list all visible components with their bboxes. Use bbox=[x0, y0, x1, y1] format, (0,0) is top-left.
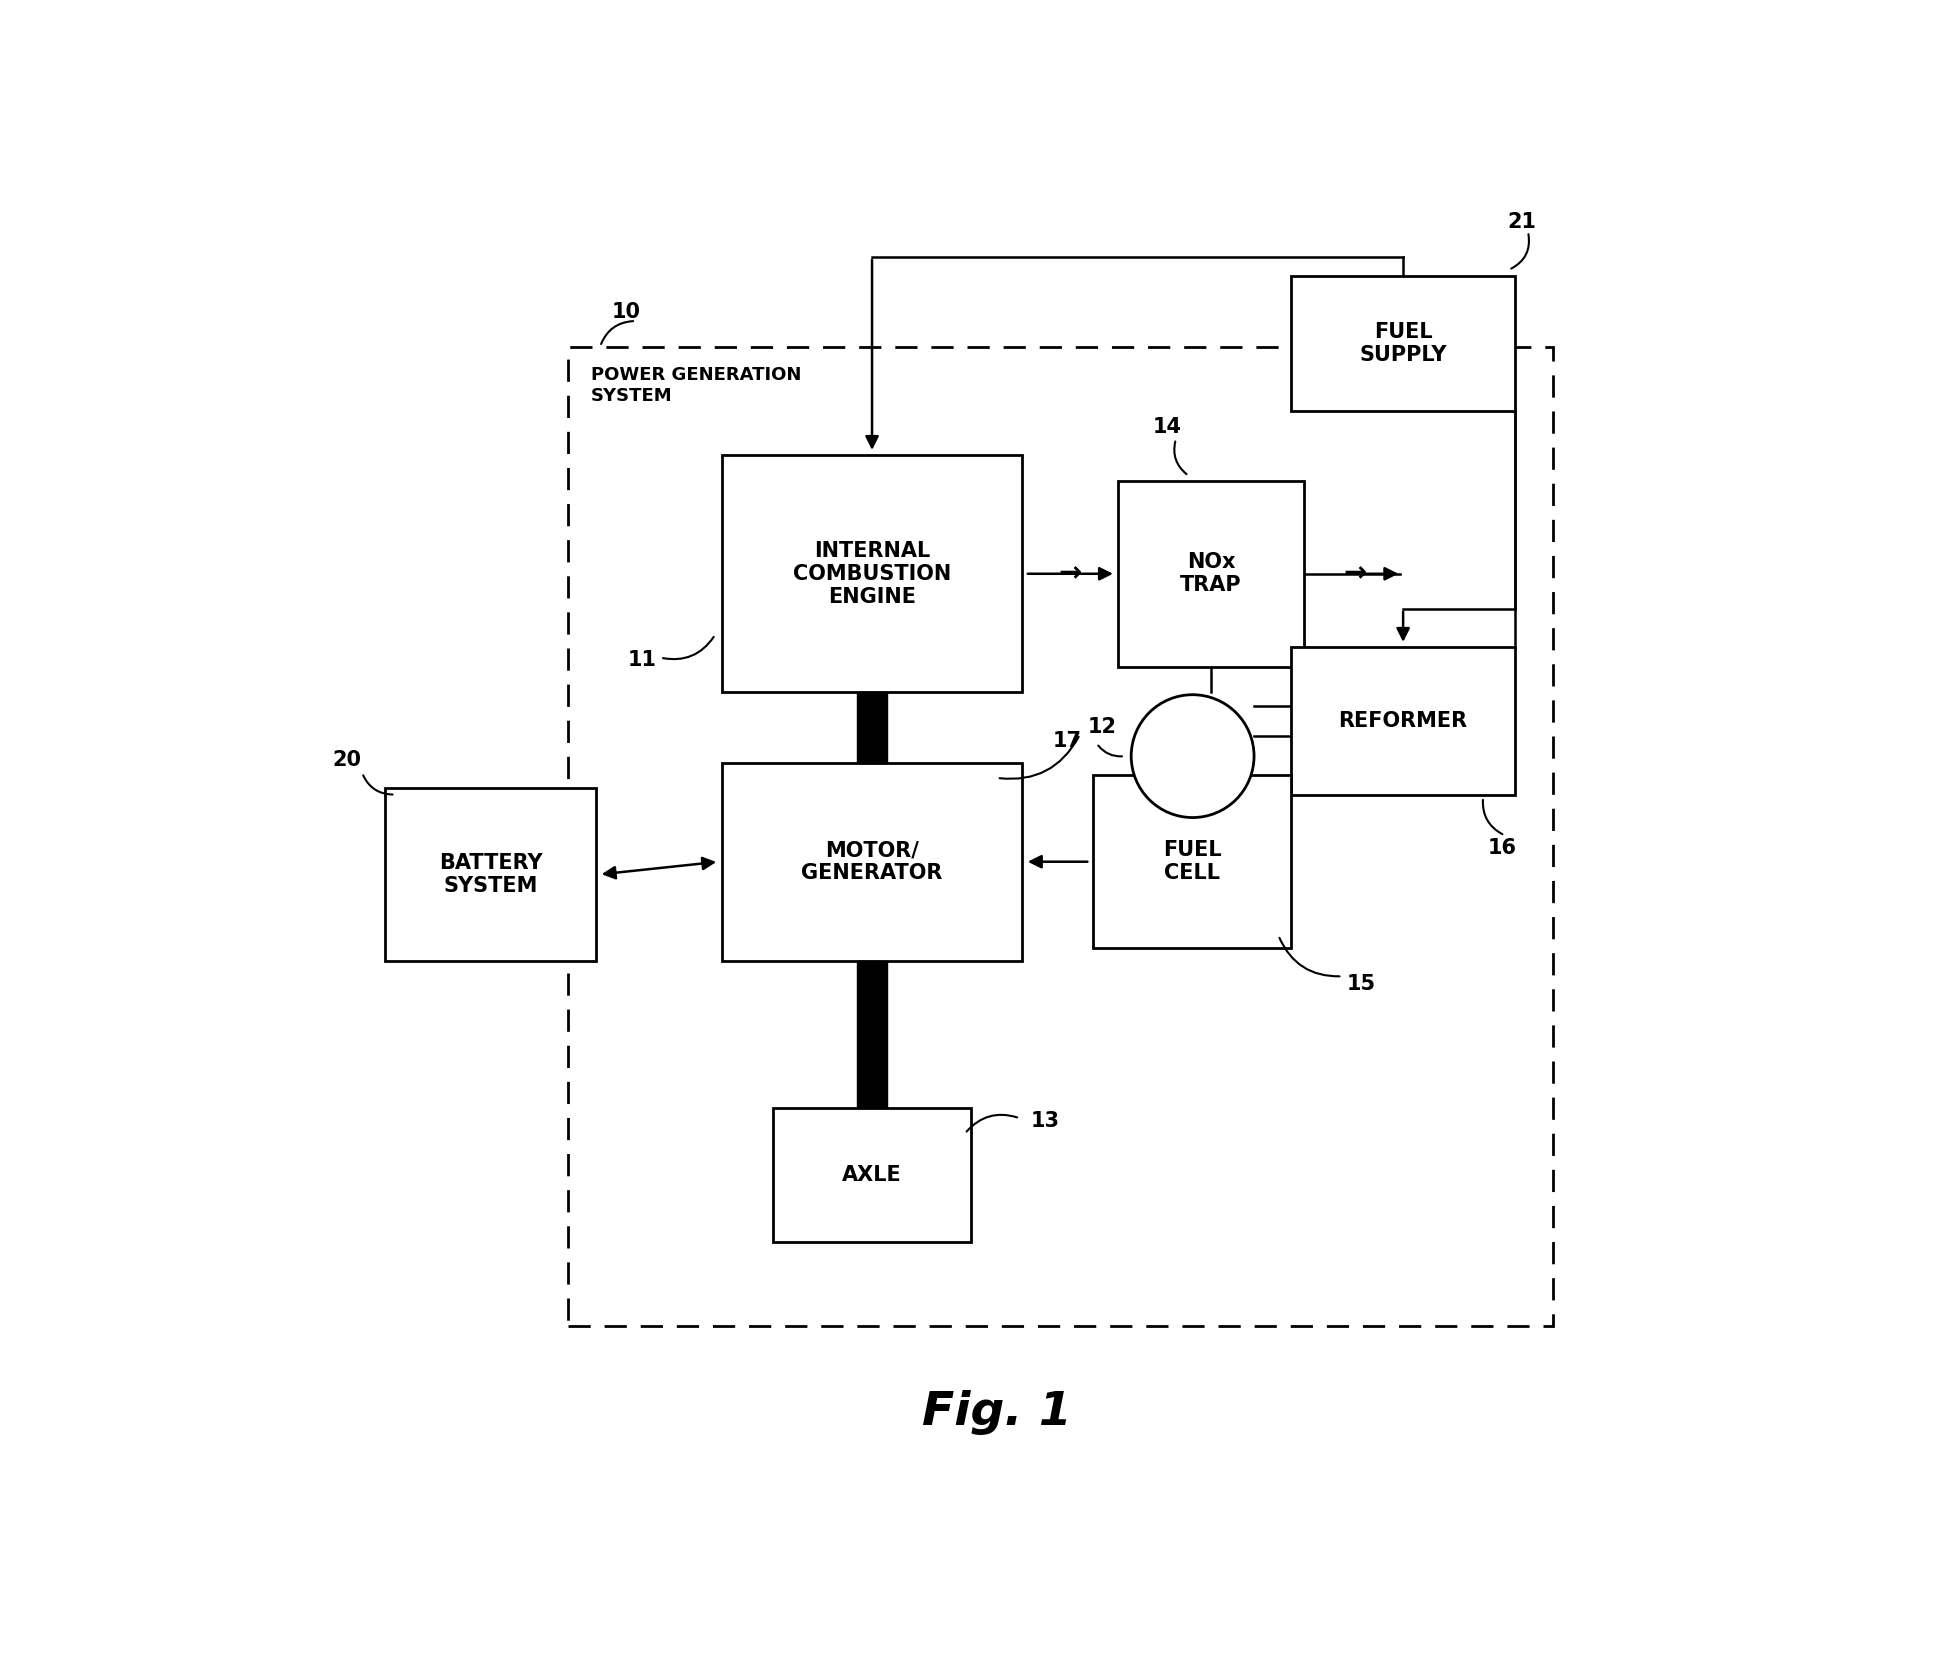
Text: 11: 11 bbox=[628, 650, 657, 670]
Bar bbox=[1118, 480, 1303, 666]
Bar bbox=[568, 347, 1554, 1326]
Bar bbox=[722, 455, 1023, 691]
Circle shape bbox=[1132, 695, 1255, 818]
Text: 15: 15 bbox=[1348, 974, 1377, 994]
Text: MOTOR/
GENERATOR: MOTOR/ GENERATOR bbox=[801, 839, 943, 883]
Text: REFORMER: REFORMER bbox=[1338, 711, 1468, 731]
Bar bbox=[1093, 774, 1291, 947]
Text: 12: 12 bbox=[1087, 716, 1116, 736]
Text: 14: 14 bbox=[1153, 417, 1181, 437]
Bar bbox=[1291, 647, 1515, 794]
Text: 20: 20 bbox=[333, 750, 362, 770]
Bar bbox=[772, 1109, 971, 1243]
Bar bbox=[856, 961, 887, 1109]
Bar bbox=[385, 788, 597, 961]
Text: NOx
TRAP: NOx TRAP bbox=[1181, 552, 1243, 595]
Bar bbox=[856, 691, 887, 763]
Bar bbox=[1291, 276, 1515, 411]
Text: 17: 17 bbox=[1052, 731, 1081, 751]
Text: FUEL
SUPPLY: FUEL SUPPLY bbox=[1360, 322, 1447, 366]
Text: BATTERY
SYSTEM: BATTERY SYSTEM bbox=[440, 853, 543, 896]
Text: INTERNAL
COMBUSTION
ENGINE: INTERNAL COMBUSTION ENGINE bbox=[794, 540, 951, 607]
Text: 16: 16 bbox=[1488, 838, 1517, 858]
Text: AXLE: AXLE bbox=[842, 1165, 902, 1185]
Text: Fig. 1: Fig. 1 bbox=[922, 1389, 1072, 1434]
Bar bbox=[722, 763, 1023, 961]
Text: →: → bbox=[1058, 560, 1081, 588]
Text: POWER GENERATION
SYSTEM: POWER GENERATION SYSTEM bbox=[591, 366, 801, 404]
Text: 21: 21 bbox=[1507, 213, 1537, 233]
Text: →: → bbox=[1344, 560, 1367, 588]
Text: FUEL
CELL: FUEL CELL bbox=[1163, 839, 1221, 883]
Text: 13: 13 bbox=[1031, 1110, 1060, 1130]
Text: 10: 10 bbox=[611, 302, 640, 322]
